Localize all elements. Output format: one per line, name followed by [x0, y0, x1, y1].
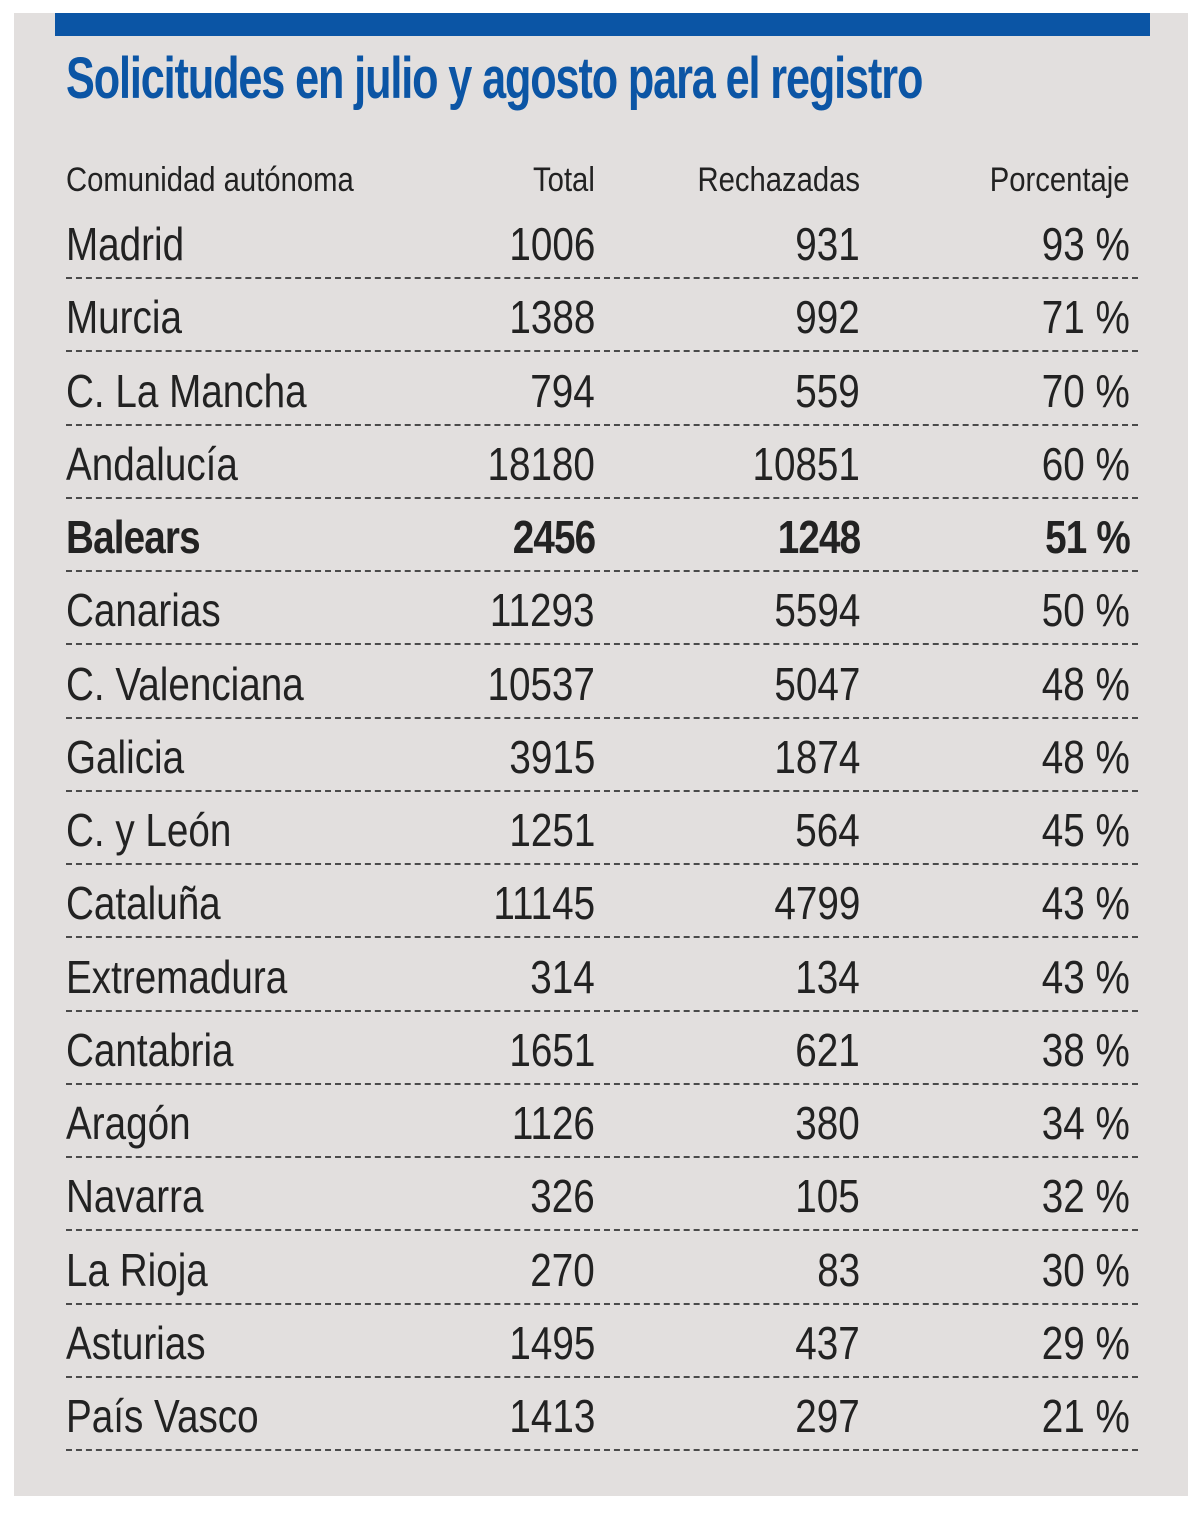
accent-bar	[55, 13, 1150, 36]
cell-total: 794	[530, 364, 595, 417]
cell-region: Extremadura	[66, 950, 288, 1003]
cell-rechazadas: 992	[795, 291, 860, 344]
cell-total: 3915	[509, 730, 595, 783]
row-divider	[66, 570, 1138, 572]
cell-region: Balears	[66, 511, 201, 563]
cell-region: C. y León	[66, 804, 232, 856]
cell-region: C. Valenciana	[66, 657, 304, 710]
cell-region: Canarias	[66, 584, 221, 637]
row-divider	[66, 277, 1138, 279]
cell-total: 1413	[509, 1390, 595, 1442]
cell-rechazadas: 105	[795, 1170, 860, 1223]
row-divider	[66, 863, 1138, 865]
cell-porcentaje: 60 %	[1041, 437, 1130, 490]
cell-porcentaje: 71 %	[1041, 291, 1130, 344]
cell-total: 11293	[490, 584, 595, 637]
cell-total: 1251	[509, 804, 595, 856]
row-divider	[66, 350, 1138, 353]
cell-total: 11145	[493, 877, 595, 930]
cell-region: Navarra	[66, 1170, 204, 1223]
cell-rechazadas: 559	[795, 364, 860, 417]
cell-region: C. La Mancha	[66, 364, 307, 417]
cell-rechazadas: 4799	[774, 877, 860, 930]
column-header-porcentaje: Porcentaje	[990, 161, 1130, 199]
cell-total: 270	[530, 1243, 595, 1296]
row-divider	[66, 1229, 1138, 1232]
row-divider	[66, 1156, 1138, 1158]
cell-region: Cantabria	[66, 1023, 234, 1076]
row-divider	[66, 1375, 1138, 1378]
cell-total: 1495	[509, 1316, 595, 1369]
cell-porcentaje: 48 %	[1041, 657, 1130, 710]
cell-porcentaje: 38 %	[1041, 1023, 1130, 1076]
cell-porcentaje: 32 %	[1041, 1170, 1130, 1223]
cell-porcentaje: 43 %	[1041, 877, 1130, 930]
row-divider	[66, 643, 1138, 646]
cell-rechazadas: 931	[795, 218, 860, 270]
chart-title: Solicitudes en julio y agosto para el re…	[66, 46, 923, 111]
cell-total: 2456	[512, 511, 595, 563]
cell-rechazadas: 5594	[774, 584, 860, 637]
cell-total: 314	[530, 950, 595, 1003]
cell-rechazadas: 564	[795, 804, 860, 856]
cell-porcentaje: 48 %	[1041, 730, 1130, 783]
cell-total: 1651	[509, 1023, 595, 1076]
cell-rechazadas: 5047	[774, 657, 860, 710]
cell-total: 1126	[511, 1097, 595, 1149]
cell-porcentaje: 34 %	[1041, 1097, 1130, 1149]
cell-region: La Rioja	[66, 1243, 208, 1296]
cell-region: Asturias	[66, 1316, 206, 1369]
row-divider	[66, 1302, 1138, 1305]
cell-rechazadas: 437	[795, 1316, 860, 1369]
cell-rechazadas: 10851	[752, 437, 860, 490]
column-header-total: Total	[533, 161, 595, 199]
cell-rechazadas: 1874	[774, 730, 860, 783]
cell-region: Galicia	[66, 730, 185, 783]
cell-total: 1388	[509, 291, 595, 344]
cell-porcentaje: 21 %	[1041, 1390, 1130, 1442]
cell-rechazadas: 621	[795, 1023, 860, 1076]
infographic-panel	[14, 13, 1188, 1496]
row-divider	[66, 716, 1138, 719]
cell-porcentaje: 45 %	[1041, 804, 1130, 856]
cell-porcentaje: 29 %	[1041, 1316, 1130, 1369]
cell-porcentaje: 30 %	[1041, 1243, 1130, 1296]
cell-rechazadas: 1248	[777, 511, 860, 563]
row-divider	[66, 496, 1138, 499]
cell-region: Aragón	[66, 1097, 191, 1149]
cell-total: 326	[530, 1170, 595, 1223]
cell-porcentaje: 93 %	[1041, 218, 1130, 270]
cell-porcentaje: 70 %	[1041, 364, 1130, 417]
column-header-region: Comunidad autónoma	[66, 161, 354, 199]
cell-total: 18180	[487, 437, 595, 490]
cell-total: 10537	[487, 657, 595, 710]
cell-region: País Vasco	[66, 1390, 259, 1442]
row-divider	[66, 1449, 1138, 1451]
cell-region: Cataluña	[66, 877, 221, 930]
row-divider	[66, 789, 1138, 792]
cell-total: 1006	[509, 218, 595, 270]
cell-region: Madrid	[66, 218, 185, 270]
cell-region: Andalucía	[66, 437, 238, 490]
cell-rechazadas: 297	[795, 1390, 860, 1442]
cell-region: Murcia	[66, 291, 182, 344]
column-header-rechazadas: Rechazadas	[697, 161, 860, 199]
cell-rechazadas: 134	[795, 950, 860, 1003]
cell-porcentaje: 51 %	[1045, 511, 1131, 563]
cell-rechazadas: 380	[795, 1097, 860, 1149]
cell-porcentaje: 50 %	[1041, 584, 1130, 637]
row-divider	[66, 936, 1138, 939]
row-divider	[66, 423, 1138, 426]
row-divider	[66, 1009, 1138, 1012]
cell-porcentaje: 43 %	[1041, 950, 1130, 1003]
row-divider	[66, 1082, 1138, 1085]
cell-rechazadas: 83	[817, 1243, 860, 1296]
